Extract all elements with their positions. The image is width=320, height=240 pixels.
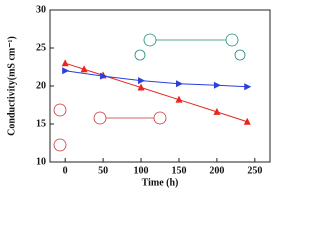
x-tick-label: 50	[98, 165, 108, 176]
data-point	[137, 83, 145, 91]
x-tick-label: 150	[171, 165, 186, 176]
data-point	[61, 59, 69, 67]
x-axis-label: Time (h)	[142, 177, 179, 188]
data-point	[213, 107, 221, 115]
y-axis-label: Conductivity(mS cm⁻¹)	[6, 36, 17, 136]
data-point	[175, 95, 183, 103]
data-point	[62, 67, 70, 75]
y-tick-label: 25	[36, 42, 46, 53]
data-point	[175, 80, 183, 88]
chart: Time (h) Conductivity(mS cm⁻¹) 10 15 20 25 3…	[6, 4, 271, 188]
data-point	[80, 65, 88, 73]
structure-lower	[53, 103, 167, 152]
y-tick-label: 10	[36, 156, 46, 167]
x-tick-label: 250	[247, 165, 262, 176]
series-line	[65, 70, 248, 88]
data-point	[100, 72, 108, 80]
data-point	[244, 83, 252, 91]
structure-upper	[134, 33, 246, 61]
y-tick-label: 20	[36, 80, 46, 91]
y-tick-label: 30	[36, 4, 46, 15]
x-tick-label: 100	[134, 165, 149, 176]
x-tick-label: 0	[63, 165, 68, 176]
data-point	[243, 117, 251, 125]
data-point	[213, 81, 221, 89]
data-point	[138, 77, 146, 85]
x-tick-label: 200	[209, 165, 224, 176]
y-tick-label: 15	[36, 118, 46, 129]
